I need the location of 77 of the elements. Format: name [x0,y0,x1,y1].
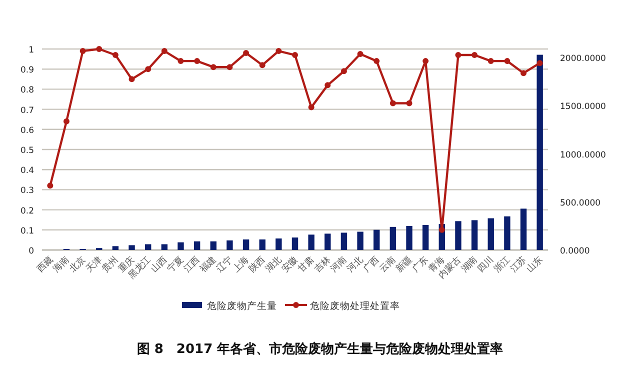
y-tick-label: 0.1 [20,226,34,236]
y2-tick-label: 500.0000 [560,198,601,208]
bar [292,238,298,250]
bar [455,221,462,250]
bar [520,208,527,250]
bar [488,218,494,250]
y-tick-label: 0.2 [20,206,34,216]
y-tick-label: 0.7 [20,106,34,116]
point [438,226,445,233]
point [324,82,331,88]
bar [324,234,331,250]
point [259,62,266,68]
point [276,48,282,54]
bar [210,241,216,250]
bar [144,244,152,250]
y-tick-label: 0 [28,246,34,256]
point [374,58,380,64]
point [161,48,168,54]
point [340,68,347,74]
y2-tick-label: 1000.0000 [560,150,606,160]
point [96,46,102,52]
bar [112,246,119,250]
y2-tick-label: 2000.0000 [560,54,606,64]
bar [178,242,184,250]
point [63,118,70,124]
point [194,58,200,64]
point [226,64,233,70]
bar [422,224,429,250]
point [472,52,478,58]
point [357,51,364,58]
point [210,64,216,70]
point [80,48,86,54]
y-tick-label: 0.9 [20,66,34,76]
point [47,182,54,189]
bar [340,232,348,250]
point [243,50,250,56]
point [112,52,118,58]
y-tick-label: 0.6 [20,126,34,136]
y2-tick-label: 1500.0000 [560,102,606,112]
bar [128,245,135,250]
bar [226,240,233,250]
point [145,66,152,72]
point [422,58,429,64]
point [406,100,412,106]
bar [471,220,478,250]
point [536,60,543,66]
bar [259,239,266,250]
y-tick-label: 0.5 [20,146,34,156]
point [128,76,135,82]
text: 图 8 2017 年各省、市危险废物产生量与危险废物处理处置率 [136,341,504,357]
bar [536,54,543,250]
point [520,70,527,76]
point [308,104,314,110]
point [178,58,184,64]
point [455,52,462,58]
bar [161,244,168,250]
legend-label: 危险废物产生量 [207,300,277,312]
bar [308,234,314,250]
y-tick-label: 0.8 [20,86,34,96]
bar [390,226,396,250]
bar [504,216,510,250]
point [488,58,494,64]
bar [406,226,412,250]
bar [242,239,250,250]
y-tick-label: 0.3 [20,186,34,196]
point [390,100,396,106]
y-tick-label: 0.4 [20,166,34,176]
bar [357,232,364,250]
legend-label: 危险废物处理处置率 [310,300,400,312]
y2-tick-label: 0.0000 [560,246,590,256]
point [504,58,510,64]
y-tick-label: 1 [28,46,34,56]
bar [276,238,282,250]
bar [374,230,380,250]
x-tick-label: 山东 [524,254,545,275]
point [292,52,298,58]
bar [194,241,200,250]
